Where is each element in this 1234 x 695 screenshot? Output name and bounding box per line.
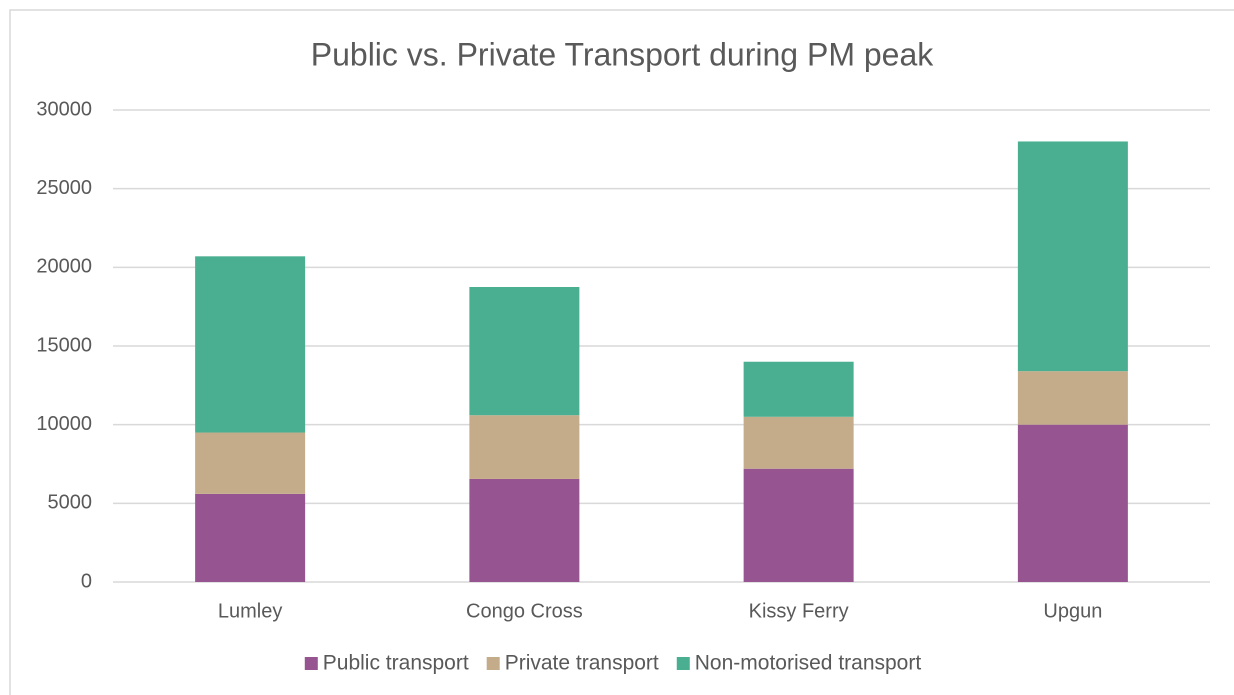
bar-segment — [195, 493, 306, 582]
bar-segment — [469, 478, 580, 582]
legend-swatch — [304, 657, 318, 670]
legend-label: Private transport — [505, 652, 659, 675]
bar-segment — [469, 415, 580, 479]
chart-title: Public vs. Private Transport during PM p… — [311, 36, 935, 72]
y-tick-label: 10000 — [36, 413, 92, 435]
bar-segment — [743, 468, 854, 582]
legend-label: Non-motorised transport — [695, 652, 922, 675]
bar-segment — [1017, 141, 1128, 372]
legend-swatch — [486, 657, 500, 670]
x-tick-label: Kissy Ferry — [749, 600, 849, 622]
bar-segment — [469, 287, 580, 416]
bar-segment — [195, 256, 306, 433]
bar-segment — [1017, 371, 1128, 425]
y-tick-label: 30000 — [36, 98, 92, 120]
bar-segment — [1017, 424, 1128, 582]
legend-label: Public transport — [323, 652, 469, 675]
x-tick-label: Upgun — [1043, 600, 1102, 622]
bar-segment — [743, 361, 854, 417]
bar-segment — [743, 416, 854, 469]
y-tick-label: 5000 — [48, 492, 93, 514]
y-tick-label: 20000 — [36, 256, 92, 278]
x-tick-label: Congo Cross — [466, 600, 583, 622]
y-tick-label: 0 — [81, 570, 92, 592]
y-tick-label: 15000 — [36, 334, 92, 356]
legend-swatch — [676, 657, 690, 670]
x-tick-label: Lumley — [218, 600, 282, 622]
y-tick-label: 25000 — [36, 177, 92, 199]
bar-segment — [195, 432, 306, 494]
